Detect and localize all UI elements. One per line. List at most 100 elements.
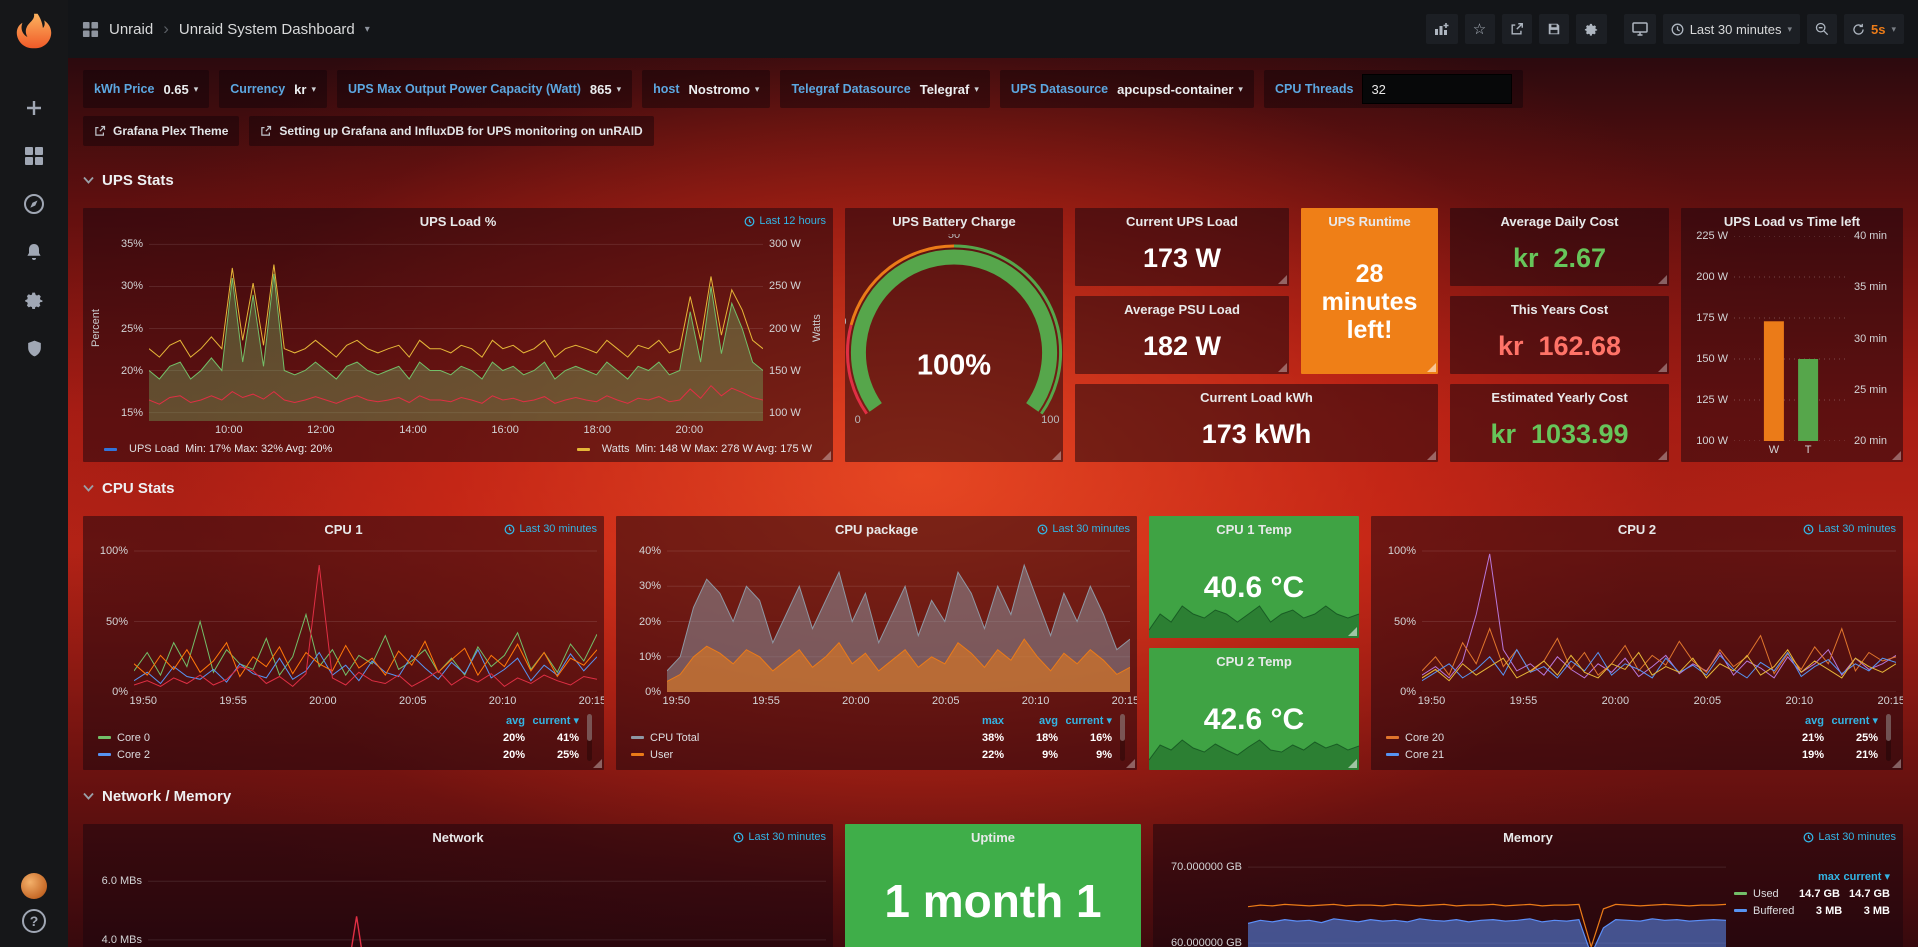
panel-title[interactable]: CPU 1 Temp: [1216, 521, 1292, 537]
svg-text:100%: 100%: [917, 350, 991, 382]
panel-title[interactable]: UPS Battery Charge: [892, 213, 1016, 229]
dashboard-link[interactable]: Grafana Plex Theme: [83, 116, 240, 146]
axis-tick-label: 35%: [120, 238, 143, 251]
zoom-out-button[interactable]: [1807, 14, 1837, 44]
axis-tick-label: 20 min: [1854, 435, 1888, 447]
panel-time-range[interactable]: Last 30 minutes: [504, 523, 597, 535]
plot-area[interactable]: [149, 236, 763, 421]
breadcrumb-separator: ›: [163, 19, 169, 38]
breadcrumb-app[interactable]: Unraid: [109, 20, 154, 38]
save-button[interactable]: [1538, 14, 1569, 44]
variable-input[interactable]: [1362, 74, 1513, 104]
legend-scrollbar[interactable]: [1120, 714, 1125, 761]
help-icon[interactable]: ?: [22, 909, 46, 933]
section-ups-stats[interactable]: UPS Stats: [83, 168, 1903, 192]
legend-sort-current[interactable]: current ▾: [1831, 715, 1878, 727]
panel-title[interactable]: UPS Runtime: [1328, 213, 1411, 229]
legend-item[interactable]: Watts Min: 148 W Max: 278 W Avg: 175 W: [576, 443, 812, 455]
legend-item[interactable]: Core 0: [98, 732, 471, 744]
section-title: Network / Memory: [102, 787, 232, 805]
legend-scrollbar[interactable]: [1886, 714, 1891, 761]
add-panel-button[interactable]: [1425, 14, 1458, 44]
variable-value[interactable]: kr ▾: [294, 81, 316, 97]
chevron-down-icon[interactable]: ▾: [364, 23, 370, 35]
panel-title[interactable]: Current UPS Load: [1126, 213, 1238, 229]
legend-item[interactable]: Used: [1734, 888, 1790, 900]
legend-sort-max[interactable]: max: [981, 714, 1004, 727]
plot-area[interactable]: [1422, 544, 1896, 692]
legend-sort-current[interactable]: current ▾: [1065, 715, 1112, 727]
star-button[interactable]: ☆: [1464, 14, 1495, 44]
legend-item[interactable]: UPS Load Min: 17% Max: 32% Avg: 20%: [104, 443, 332, 455]
legend-sort-avg[interactable]: avg: [1039, 714, 1058, 727]
panel-title[interactable]: UPS Load vs Time left: [1723, 213, 1861, 229]
plot-area[interactable]: [134, 544, 597, 692]
time-range-picker[interactable]: Last 30 minutes ▾: [1662, 14, 1800, 44]
panel-title[interactable]: Current Load kWh: [1200, 389, 1313, 405]
legend-sort-avg[interactable]: avg: [506, 714, 525, 727]
grafana-logo[interactable]: [15, 12, 53, 50]
dashboard-content: kWh Price 0.65 ▾ Currency kr ▾ UPS Max Output …: [68, 58, 1918, 947]
variable-value[interactable]: Telegraf ▾: [919, 81, 979, 97]
axis-tick-label: 150 W: [1696, 353, 1728, 365]
legend-sort-max[interactable]: max: [1817, 870, 1840, 883]
legend-sort-avg[interactable]: avg: [1805, 714, 1824, 727]
legend-item[interactable]: Core 20: [1386, 732, 1770, 744]
legend-item[interactable]: Core 21: [1386, 749, 1770, 761]
legend-item[interactable]: CPU Total: [631, 732, 950, 744]
dashboard-link[interactable]: Setting up Grafana and InfluxDB for UPS …: [249, 116, 654, 146]
stat-value: 42.6 °C: [1203, 703, 1305, 737]
alerting-bell-icon[interactable]: [10, 228, 58, 276]
panel-title[interactable]: CPU 2: [1617, 521, 1657, 537]
chevron-down-icon: [83, 176, 94, 184]
legend-sort-current[interactable]: current ▾: [1843, 871, 1890, 883]
panel-time-range[interactable]: Last 30 minutes: [1803, 523, 1896, 535]
cycle-view-button[interactable]: [1623, 14, 1656, 44]
section-cpu-stats[interactable]: CPU Stats: [83, 476, 1903, 500]
legend-item[interactable]: Core 2: [98, 749, 471, 761]
panel-time-range[interactable]: Last 30 minutes: [1037, 523, 1130, 535]
explore-compass-icon[interactable]: [10, 180, 58, 228]
panel-title[interactable]: CPU package: [834, 521, 919, 537]
series-color-dash: [1386, 736, 1399, 739]
breadcrumb-page-title[interactable]: Unraid System Dashboard: [178, 20, 355, 38]
add-icon[interactable]: [10, 84, 58, 132]
legend-sort-current[interactable]: current ▾: [532, 715, 579, 727]
user-avatar[interactable]: [21, 873, 47, 899]
panel-title[interactable]: Uptime: [970, 829, 1016, 845]
configuration-gear-icon[interactable]: [10, 276, 58, 324]
panel-title[interactable]: Average PSU Load: [1124, 301, 1240, 317]
section-network-memory[interactable]: Network / Memory: [83, 784, 1903, 808]
panel-title[interactable]: Network: [432, 829, 484, 845]
panel-title[interactable]: CPU 1: [324, 521, 363, 537]
axis-tick-label: 30%: [120, 280, 143, 293]
panel-title[interactable]: This Years Cost: [1510, 301, 1609, 317]
axis-tick-label: 100%: [1387, 545, 1416, 558]
x-axis-tick-label: 20:10: [1785, 695, 1814, 707]
legend-item[interactable]: User: [631, 749, 950, 761]
panel-time-range[interactable]: Last 30 minutes: [1803, 831, 1896, 843]
legend-item[interactable]: Buffered: [1734, 905, 1794, 917]
variable-value[interactable]: apcupsd-container ▾: [1117, 81, 1243, 97]
chevron-down-icon: ▾: [1238, 83, 1243, 94]
panel-title[interactable]: Estimated Yearly Cost: [1491, 389, 1628, 405]
variable-value[interactable]: 865 ▾: [589, 81, 622, 97]
plot-area[interactable]: [667, 544, 1130, 692]
dashboards-icon[interactable]: [10, 132, 58, 180]
plot-area[interactable]: [148, 852, 826, 947]
panel-time-range[interactable]: Last 12 hours: [744, 215, 826, 227]
share-button[interactable]: [1501, 14, 1532, 44]
panel-title[interactable]: UPS Load %: [419, 213, 497, 229]
plot-area[interactable]: [1248, 852, 1726, 947]
variable-value[interactable]: 0.65 ▾: [163, 81, 199, 97]
panel-title[interactable]: Memory: [1503, 829, 1553, 845]
admin-shield-icon[interactable]: [10, 324, 58, 372]
legend-scrollbar[interactable]: [587, 714, 592, 761]
dashboard-settings-button[interactable]: [1575, 14, 1607, 44]
panel-time-range[interactable]: Last 30 minutes: [733, 831, 826, 843]
refresh-picker[interactable]: 5s ▾: [1844, 14, 1904, 44]
panel-title[interactable]: Average Daily Cost: [1500, 213, 1619, 229]
panel-title[interactable]: CPU 2 Temp: [1216, 653, 1292, 669]
variable-value[interactable]: Nostromo ▾: [688, 81, 760, 97]
grafana-flame-icon: [16, 13, 52, 49]
